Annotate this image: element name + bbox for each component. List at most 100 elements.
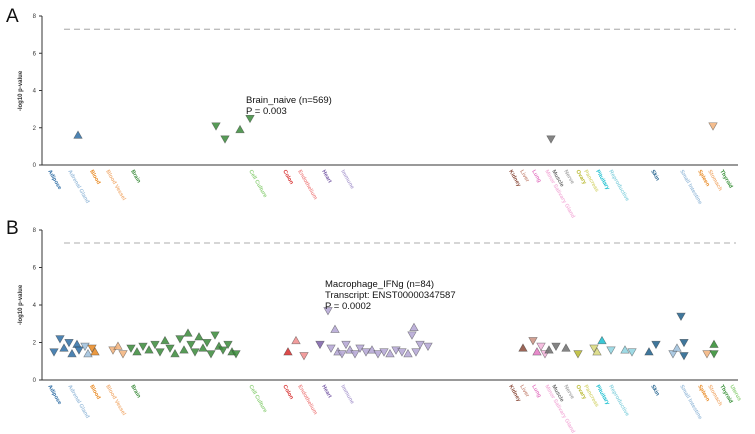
panel-b-label: B (6, 218, 19, 239)
panel-a-category-label-immune: Immune (339, 169, 355, 190)
panel-b-point-skin-83 (676, 312, 686, 322)
panel-b-point-thyroid-88 (709, 350, 719, 359)
panel-a-category-label-blood-vessel: Blood Vessel (104, 169, 127, 202)
panel-b-point-stomach-86 (702, 350, 712, 359)
panel-a-y-axis-label: -log10 p-value (18, 70, 24, 111)
panel-a-y-tick-label-0: 0 (33, 163, 37, 169)
panel-b-y-tick-label-8: 8 (33, 228, 37, 234)
panel-b-category-label-skin: Skin (649, 384, 660, 398)
panel-b-point-immune-43 (326, 344, 336, 353)
panel-b-point-skin-80 (651, 340, 661, 350)
panel-a-point-stomach-6 (708, 122, 718, 131)
panel-b-point-colon-38 (283, 347, 293, 356)
panel-b-point-adipose-4 (67, 348, 77, 358)
panel-b-y-ticks: 0 2 4 6 8 (33, 228, 42, 384)
panel-b-point-adipose-0 (49, 348, 59, 357)
panel-b-category-label-heart: Heart (320, 384, 332, 399)
panel-a-category-label-endothelium: Endothelium (296, 169, 318, 201)
panel-b-point-brain-30 (202, 339, 212, 348)
panel-b-point-pituitary-75 (597, 335, 607, 345)
panel-b-category-label-lung: Lung (530, 384, 542, 399)
panel-b-point-kidney-64 (518, 343, 528, 352)
panel-b-point-skin-79 (644, 347, 654, 356)
panel-b-point-brain-17 (144, 345, 154, 354)
panel-b-point-immune-58 (403, 348, 413, 358)
panel-b-category-label-cell-culture: Cell Culture (247, 384, 268, 414)
panel-b-point-brain-25 (183, 328, 193, 337)
panel-a-category-label-colon: Colon (281, 169, 294, 186)
panel-b-point-heart-41 (315, 340, 325, 350)
panel-b-annotation-line-3: P = 0.0002 (325, 301, 371, 312)
panel-b-category-label-blood-vessel: Blood Vessel (104, 384, 127, 417)
panel-b-point-brain-26 (186, 340, 196, 350)
panel-b-point-lung-66 (532, 347, 542, 356)
panel-b-point-immune-42 (323, 307, 333, 316)
panel-b-point-immune-46 (337, 350, 347, 359)
panel-b-point-immune-59 (407, 331, 417, 340)
panel-b-point-muscle-69 (544, 345, 554, 354)
panel-b-point-adipose-3 (64, 339, 74, 348)
panel-b-point-brain-21 (165, 344, 175, 353)
panel-b-point-endothelium-39 (291, 335, 301, 345)
panel-b-annotation-line-1: Macrophage_IFNg (n=84) (325, 279, 434, 290)
panel-a-point-brain-3 (235, 124, 245, 134)
panel-b-point-immune-61 (411, 348, 421, 357)
panel-b-point-brain-18 (150, 340, 160, 350)
panel-b-point-adipose-6 (74, 346, 84, 355)
panel-a-y-tick-label-4: 4 (33, 89, 37, 95)
panel-b-category-label-colon: Colon (281, 384, 294, 401)
panel-a-point-adipose-0 (73, 130, 83, 139)
panel-b-point-pancreas-74 (592, 347, 602, 356)
panel-b-point-adrenal-gland-7 (80, 342, 90, 352)
panel-b: B -log10 p-value 0 2 4 6 8 Adipose Adrenal Gl… (6, 218, 742, 434)
panel-b-y-tick-label-4: 4 (33, 303, 37, 309)
panel-b-point-adipose-5 (72, 339, 82, 348)
panel-b-category-label-adipose: Adipose (46, 384, 62, 406)
panel-a-y-tick-label-8: 8 (33, 14, 37, 20)
panel-b-point-immune-47 (341, 340, 351, 350)
panel-b-point-adrenal-gland-8 (83, 348, 93, 358)
panel-a-category-label-reproductive: Reproductive (607, 169, 630, 202)
panel-b-point-immune-60 (409, 322, 419, 331)
panel-b-point-muscle-70 (551, 342, 561, 352)
panel-a-y-ticks: 0 2 4 6 8 (33, 14, 42, 169)
panel-a-category-label-brain: Brain (129, 169, 142, 185)
panel-b-point-reproductive-78 (627, 348, 637, 357)
panel-b-point-skin-85 (679, 352, 689, 361)
panel-b-y-tick-label-6: 6 (33, 266, 37, 272)
panel-b-point-blood-vessel-13 (118, 350, 128, 359)
panel-b-point-skin-84 (679, 339, 689, 348)
panel-b-point-brain-14 (126, 344, 136, 353)
panel-b-point-brain-29 (198, 343, 208, 352)
panel-b-category-label-immune: Immune (339, 384, 355, 405)
panel-a-category-label-blood: Blood (88, 169, 101, 186)
panel-b-point-ovary-72 (573, 350, 583, 359)
panel-b-point-brain-22 (170, 348, 180, 358)
panel-b-point-brain-32 (210, 331, 220, 340)
panel-a-annotation-line-1: Brain_naive (n=569) (246, 95, 332, 106)
panel-b-category-label-reproductive: Reproductive (607, 384, 630, 417)
panel-b-point-blood-10 (90, 347, 100, 356)
panel-b-point-immune-63 (423, 342, 433, 352)
panel-b-point-thyroid-87 (709, 339, 719, 348)
panel-b-point-brain-28 (194, 332, 204, 341)
panel-b-point-immune-55 (385, 348, 395, 358)
panel-b-point-liver-65 (528, 337, 538, 346)
panel-b-point-brain-19 (155, 348, 165, 357)
panel-b-point-immune-62 (415, 340, 425, 350)
panel-b-point-muscle-71 (561, 343, 571, 352)
panel-b-y-tick-label-2: 2 (33, 341, 37, 347)
panel-b-point-immune-57 (397, 348, 407, 357)
panel-b-point-small-intestine-82 (672, 343, 682, 352)
panel-a-point-brain-4 (245, 114, 255, 124)
panel-b-category-label-blood: Blood (88, 384, 101, 401)
panel-b-point-brain-16 (138, 342, 148, 352)
panel-a-y-tick-label-2: 2 (33, 126, 37, 132)
panel-b-y-tick-label-0: 0 (33, 378, 37, 384)
panel-b-category-label-brain: Brain (129, 384, 142, 400)
panel-b-point-adipose-2 (59, 343, 69, 352)
panel-a-point-brain-2 (220, 135, 230, 144)
panel-b-point-small-intestine-81 (668, 350, 678, 359)
